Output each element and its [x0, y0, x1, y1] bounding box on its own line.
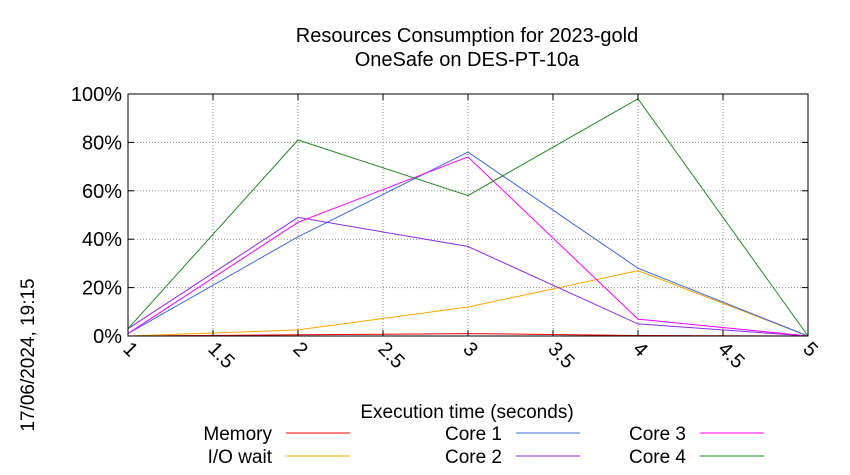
legend-item-core-3: Core 3: [629, 424, 764, 445]
legend-item-core-4: Core 4: [629, 447, 764, 468]
x-tick-label: 4: [628, 338, 651, 361]
x-tick-label: 3: [458, 338, 481, 361]
series-line-i-o-wait: [127, 270, 809, 337]
legend-item-core-2: Core 2: [445, 447, 580, 468]
legend-item-i-o-wait: I/O wait: [208, 447, 350, 468]
series-line-core-4: [127, 98, 809, 337]
y-tick-labels: 0% 20% 40% 60% 80% 100%: [71, 84, 122, 348]
legend-label: Core 3: [629, 424, 686, 445]
x-tick-label: 4.5: [713, 338, 748, 373]
legend-label: Core 1: [445, 424, 502, 445]
tick-marks: [127, 93, 809, 337]
series-line-core-3: [127, 156, 809, 337]
x-tick-labels: 1 1.5 2 2.5 3 3.5 4 4.5 5: [118, 338, 821, 373]
y-tick-label: 100%: [71, 84, 122, 106]
y-tick-label: 80%: [82, 132, 122, 154]
series-line-core-2: [127, 216, 809, 337]
grid: [128, 94, 808, 336]
chart-title: Resources Consumption for 2023-gold: [296, 25, 638, 47]
chart-subtitle: OneSafe on DES-PT-10a: [355, 49, 580, 71]
x-tick-label: 2: [288, 338, 311, 361]
legend-label: I/O wait: [208, 447, 273, 468]
series-line-core-1: [127, 151, 809, 337]
x-tick-label: 2.5: [373, 338, 408, 373]
timestamp-label: 17/06/2024, 19:15: [18, 278, 39, 431]
y-tick-label: 40%: [82, 229, 122, 251]
legend-label: Memory: [203, 424, 272, 445]
legend-item-core-1: Core 1: [445, 424, 580, 445]
x-tick-label: 5: [798, 338, 821, 361]
y-tick-label: 60%: [82, 181, 122, 203]
y-tick-label: 20%: [82, 278, 122, 300]
legend-label: Core 2: [445, 447, 502, 468]
x-tick-label: 1.5: [203, 338, 238, 373]
x-tick-label: 3.5: [543, 338, 578, 373]
y-tick-label: 0%: [93, 326, 122, 348]
legend-label: Core 4: [629, 447, 686, 468]
legend-item-memory: Memory: [203, 424, 350, 445]
x-axis-label: Execution time (seconds): [360, 402, 573, 423]
